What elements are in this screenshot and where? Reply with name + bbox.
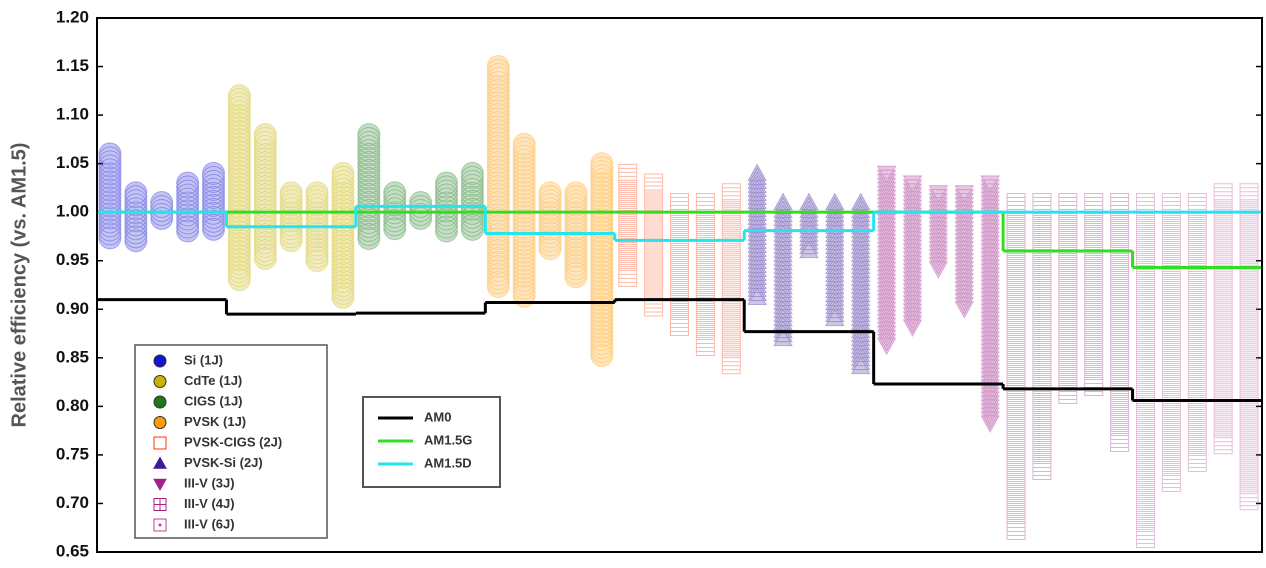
legend-label: PVSK-CIGS (2J) (184, 434, 282, 449)
data-column (644, 173, 664, 317)
legend-label: Si (1J) (184, 352, 223, 367)
data-column (253, 123, 277, 270)
legend-symbol (153, 478, 167, 492)
legend-symbol (153, 354, 167, 368)
data-column (331, 161, 355, 309)
data-column (538, 181, 562, 261)
y-tick-label: 0.65 (56, 541, 89, 560)
y-tick-label: 1.15 (56, 56, 89, 75)
legend-label: CdTe (1J) (184, 373, 242, 388)
data-column (98, 142, 122, 250)
data-column (928, 185, 949, 279)
legend-symbol (153, 456, 167, 469)
data-column (227, 84, 251, 292)
legend-box (134, 344, 328, 539)
data-column (486, 55, 510, 298)
data-column (279, 181, 303, 253)
y-tick-label: 0.80 (56, 396, 89, 415)
y-tick-label: 1.00 (56, 202, 89, 221)
data-column (357, 123, 381, 250)
y-tick-label: 0.90 (56, 299, 89, 318)
data-column (124, 181, 148, 253)
legend-symbol (153, 375, 167, 388)
legend-symbol (154, 498, 166, 511)
legend-label: AM1.5G (424, 432, 472, 447)
legend-label: AM0 (424, 409, 451, 424)
data-column (980, 175, 1001, 434)
y-tick-label: 0.85 (56, 347, 89, 366)
data-column (773, 192, 793, 347)
legend-symbol (153, 395, 167, 409)
data-column (954, 185, 975, 319)
data-column (824, 192, 845, 327)
legend-label: AM1.5D (424, 455, 472, 470)
data-column (150, 191, 174, 230)
legend-symbol (153, 498, 167, 511)
plot-frame (96, 17, 1263, 553)
data-column (590, 152, 614, 368)
y-tick-label: 1.20 (56, 7, 89, 26)
legend-symbol (158, 523, 162, 527)
data-column (747, 163, 768, 306)
y-tick-label: 0.70 (56, 493, 89, 512)
data-column (512, 132, 536, 308)
data-column (618, 163, 638, 287)
data-column (902, 175, 923, 338)
legend-label: CIGS (1J) (184, 393, 243, 408)
y-axis-label: Relative efficiency (vs. AM1.5) (8, 143, 30, 428)
y-tick-label: 1.10 (56, 105, 89, 124)
legend-symbol (153, 416, 167, 429)
legend-symbol (153, 518, 167, 532)
data-column (1213, 183, 1233, 455)
legend-label: III-V (4J) (184, 496, 235, 511)
data-column (876, 165, 897, 356)
legend-label: III-V (6J) (184, 516, 235, 531)
data-column (850, 192, 871, 375)
y-tick-label: 0.75 (56, 444, 89, 463)
data-column (460, 161, 484, 241)
y-tick-label: 1.05 (56, 153, 89, 172)
legend-label: PVSK-Si (2J) (184, 455, 263, 470)
legend-symbol (153, 436, 167, 450)
data-column (409, 191, 433, 230)
data-column (176, 171, 200, 243)
data-column (201, 161, 226, 241)
data-column (721, 183, 741, 375)
y-tick-label: 0.95 (56, 250, 89, 269)
legend-label: III-V (3J) (184, 475, 235, 490)
data-column (1239, 183, 1259, 511)
legend-label: PVSK (1J) (184, 414, 246, 429)
